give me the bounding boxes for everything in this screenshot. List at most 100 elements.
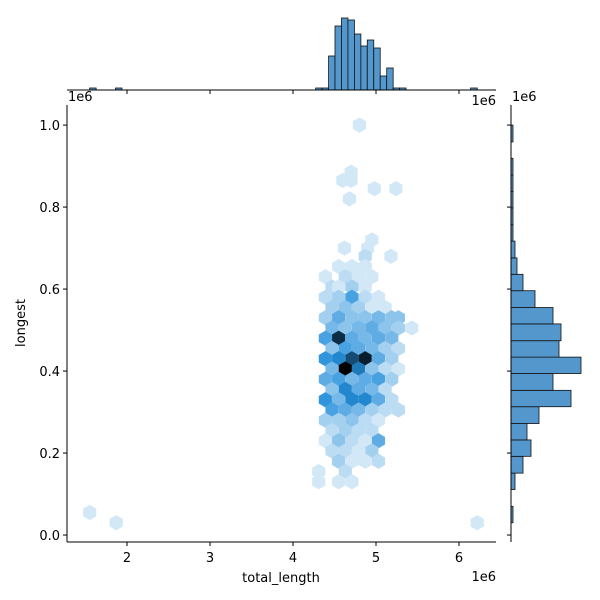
hex-cell <box>332 330 346 346</box>
top-offset-label: 1e6 <box>471 94 496 109</box>
hex-cell <box>371 453 386 469</box>
hex-cell <box>391 340 405 357</box>
hex-cell <box>345 289 359 305</box>
x-tick-label: 3 <box>206 551 214 566</box>
hex-cell <box>325 340 339 357</box>
hex-cell <box>358 371 372 387</box>
hex-cell <box>351 402 366 418</box>
hex-cell <box>358 279 372 295</box>
x-tick-label: 5 <box>372 551 380 566</box>
x-tick-label: 2 <box>123 551 131 566</box>
top-hist-bar <box>354 33 362 91</box>
right-hist-bar <box>510 356 582 374</box>
hex-cell <box>371 310 386 326</box>
hex-cell <box>371 371 386 387</box>
hex-cell <box>365 299 379 316</box>
hex-cell <box>325 422 339 439</box>
hex-cell <box>325 443 339 459</box>
hex-cell <box>338 463 352 480</box>
hex-cell <box>338 269 352 285</box>
hex-cell <box>312 463 326 480</box>
top-hist-bar <box>379 75 388 91</box>
right-hist-bar <box>510 273 524 292</box>
top-hist-bar <box>366 39 375 91</box>
top-hist-bar <box>341 17 349 91</box>
hex-cell <box>358 248 372 264</box>
x-tick-label: 6 <box>455 551 463 566</box>
hex-cell <box>325 299 339 316</box>
y-tick-label: 0.2 <box>39 447 60 462</box>
right-offset-label: 1e6 <box>512 90 537 105</box>
right-hist-bar <box>510 389 572 408</box>
right-hist-bar <box>510 423 528 441</box>
hex-cell <box>352 117 366 133</box>
hex-cell <box>391 402 405 418</box>
hex-cell <box>470 515 484 531</box>
hex-cell <box>358 330 372 346</box>
right-hist-bar <box>510 373 554 391</box>
hex-cell <box>358 453 372 469</box>
hex-cell <box>332 474 346 490</box>
hex-cell <box>332 433 346 449</box>
x-tick-label: 4 <box>289 551 297 566</box>
hex-cell <box>345 412 359 428</box>
hex-cell <box>338 402 352 418</box>
top-hist-bar <box>328 55 336 91</box>
hex-cell <box>365 422 379 439</box>
right-hist-bar <box>510 340 560 358</box>
hex-cell <box>365 340 379 357</box>
hex-cell <box>345 330 359 346</box>
hex-cell <box>351 361 366 377</box>
hex-cell <box>345 453 359 469</box>
hex-cell <box>318 269 332 285</box>
hex-cell <box>318 433 332 449</box>
hex-cell <box>338 422 352 439</box>
top-hist-bar <box>347 19 355 91</box>
hex-cell <box>378 340 392 357</box>
hex-cell <box>332 392 346 408</box>
hex-cell <box>332 412 346 428</box>
hex-cell <box>391 361 405 377</box>
hex-cell <box>338 299 352 316</box>
hex-cell <box>332 453 346 469</box>
right-hist-bar <box>510 439 532 457</box>
right-hist-bar <box>510 323 562 342</box>
hex-cell <box>318 392 332 408</box>
hex-cell <box>365 320 379 336</box>
hex-cell <box>337 240 352 256</box>
y-tick-label: 0.8 <box>39 201 60 216</box>
right-hist-bar <box>510 307 554 325</box>
hex-cell <box>345 433 359 449</box>
hex-cell <box>371 392 386 408</box>
hex-cell <box>342 191 357 207</box>
hex-cell <box>365 402 379 418</box>
hex-cell <box>338 340 352 357</box>
hex-cell <box>338 361 352 377</box>
hex-cell <box>378 361 392 377</box>
hex-cell <box>371 412 386 428</box>
hex-cell <box>345 392 359 408</box>
hex-cell <box>351 381 366 398</box>
hex-cell <box>367 181 381 197</box>
hex-cell <box>318 371 332 387</box>
hex-cell <box>385 330 399 346</box>
hex-cell <box>312 474 326 490</box>
hex-cell <box>389 181 403 197</box>
hex-cell <box>345 310 359 326</box>
hex-cell <box>378 299 392 316</box>
y-tick-label: 0.6 <box>39 283 60 298</box>
hex-cell <box>358 258 372 275</box>
hex-cell <box>351 422 366 439</box>
hex-cell <box>358 433 372 449</box>
right-hist-bar <box>510 406 540 424</box>
hex-cell <box>351 299 366 316</box>
hex-cell <box>318 310 332 326</box>
hex-cell <box>345 258 359 275</box>
y-tick-label: 0.4 <box>39 365 60 380</box>
hex-cell <box>338 320 352 336</box>
hex-cell <box>384 248 398 264</box>
hex-cell <box>391 310 405 326</box>
top-hist-bar <box>360 45 368 91</box>
hex-cell <box>371 433 386 449</box>
